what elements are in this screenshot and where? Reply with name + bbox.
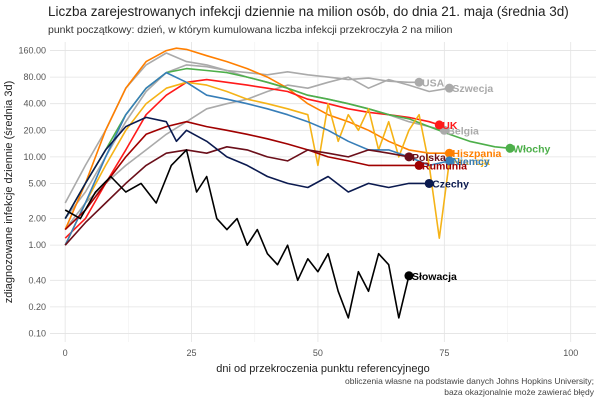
x-axis-title: dni od przekroczenia punktu referencyjne… [216,363,429,375]
axis-ticks: 0 25 50 75 100 0.10 0.20 0.40 1.00 2.00 5.00 10.00 2… [18,46,578,358]
chart-title: Liczba zarejestrowanych infekcji dzienni… [48,4,569,19]
series-label-włochy: Włochy [513,143,550,155]
series-line-szwecja [64,76,450,231]
series-end-dot-rumunia [414,160,424,170]
y-tick-label: 80.00 [23,72,46,82]
series-end-dot-hiszpania [444,148,454,158]
y-tick-label: 160.00 [18,46,46,56]
plot-background [50,42,596,342]
series-end-dot-słowacja [404,271,414,281]
series-label-rumunia: Rumunia [422,160,467,172]
x-tick-label: 0 [63,348,68,358]
series-line-czechy [64,116,430,219]
chart-subtitle: punkt początkowy: dzień, w którym kumulo… [48,24,453,36]
series-line-francja [64,81,451,246]
series-end-dot-usa [414,77,424,87]
series-label-francja: Francja [452,156,490,168]
caption-line-1: obliczenia własne na podstawie danych Jo… [345,376,594,386]
x-tick-label: 25 [187,348,197,358]
x-tick-label: 50 [313,348,323,358]
series-label-słowacja: Słowacja [412,271,457,283]
x-tick-label: 75 [439,348,449,358]
y-tick-label: 0.20 [28,302,46,312]
caption-line-2: baza okazjonalnie może zawierać błędy [444,387,594,397]
series-line-niemcy [64,71,450,246]
y-tick-label: 0.10 [28,328,46,338]
series-lines [64,47,511,319]
series-end-dot-włochy [505,143,515,153]
series-line-polska [64,146,410,246]
x-tick-label: 100 [563,348,578,358]
y-tick-label: 2.00 [28,214,46,224]
series-label-usa: USA [422,77,445,89]
series-label-polska: Polska [412,152,446,164]
series-label-szwecja: Szwecja [452,83,493,95]
y-axis-title: zdiagnozowane infekcje dziennie (średnia… [3,81,15,304]
y-tick-label: 0.40 [28,275,46,285]
y-tick-label: 5.00 [28,178,46,188]
series-label-belgia: Belgia [447,125,479,137]
series-end-dot-uk [434,120,444,130]
series-end-dot-szwecja [444,83,454,93]
series-label-czechy: Czechy [432,178,469,190]
series-end-dot-niemcy [444,156,454,166]
series-line-usa [64,64,420,220]
series-line-rumunia [64,120,420,231]
y-tick-label: 20.00 [23,125,46,135]
series-line-słowacja [64,149,410,319]
series-line-hiszpania [64,47,450,230]
y-tick-label: 40.00 [23,99,46,109]
y-tick-label: 10.00 [23,152,46,162]
series-label-hiszpania: Hiszpania [452,148,501,160]
series-end-dot-polska [404,152,414,162]
series-label-niemcy: Niemcy [452,156,490,168]
series-label-uk: UK [442,120,458,132]
series-end-dot-czechy [424,178,434,188]
y-tick-label: 1.00 [28,240,46,250]
